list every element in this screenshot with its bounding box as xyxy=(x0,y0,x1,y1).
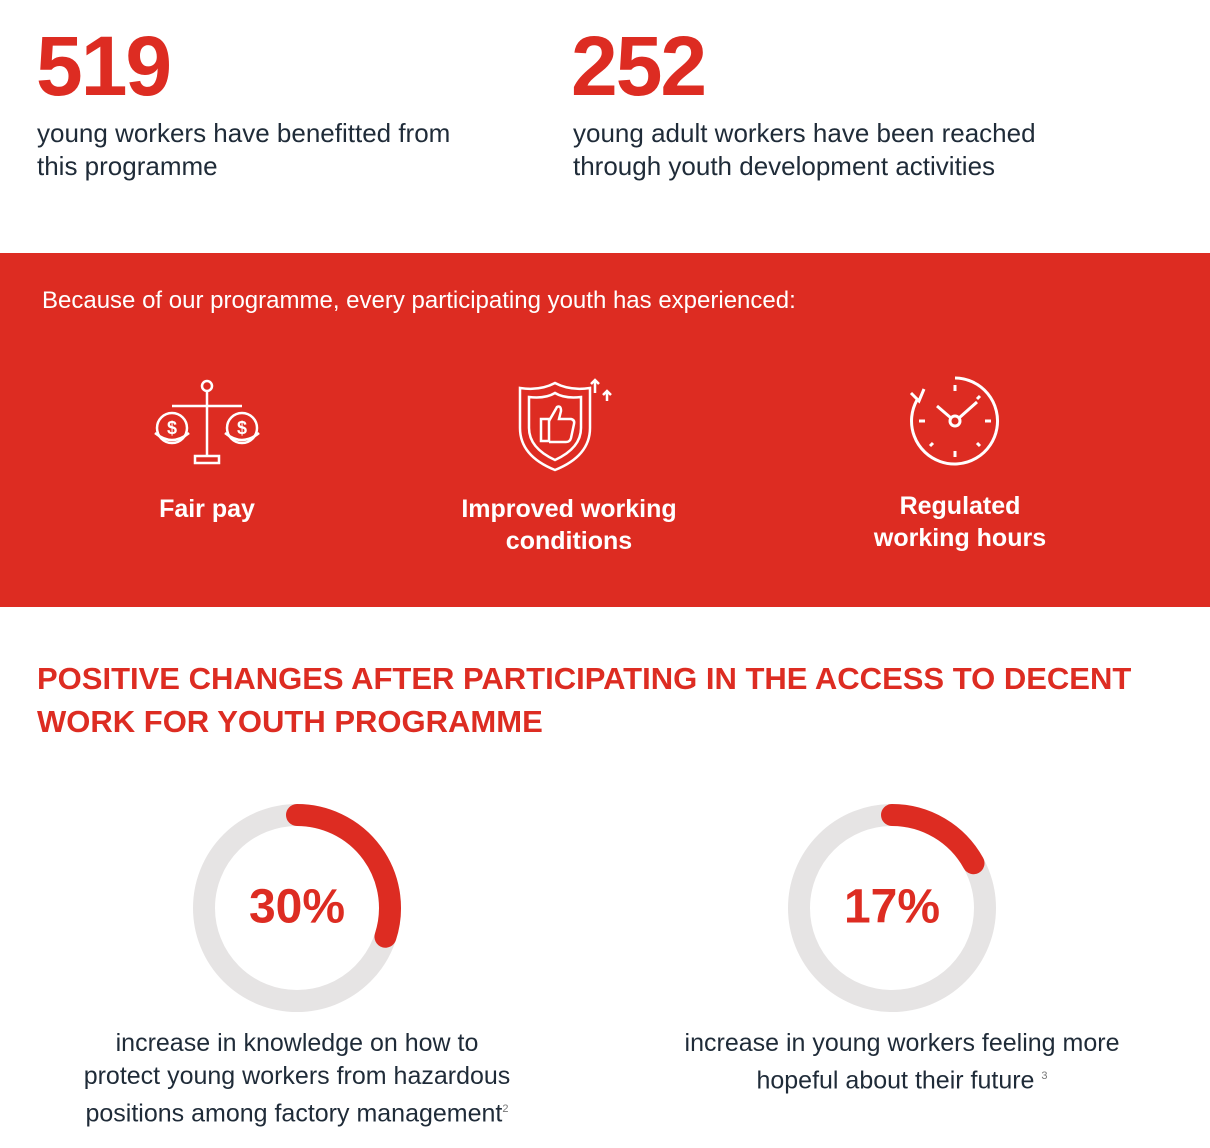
footnote-ref: 2 xyxy=(502,1103,509,1115)
donut-arc xyxy=(881,804,985,875)
text-line: Improved working xyxy=(461,495,677,523)
donut-charts: 30% 17% xyxy=(193,804,996,1012)
section-heading: POSITIVE CHANGES AFTER PARTICIPATING IN … xyxy=(37,657,1131,743)
text-line: young workers have benefitted from xyxy=(37,118,451,148)
text-line: increase in knowledge on how to xyxy=(115,1029,479,1057)
text-line: protect young workers from hazardous xyxy=(83,1062,511,1090)
shield-icon xyxy=(518,378,612,472)
text-line: Fair pay xyxy=(159,495,255,523)
text-line: Regulated xyxy=(899,492,1021,520)
donut-arc xyxy=(286,804,401,948)
text-line: WORK FOR YOUTH PROGRAMME xyxy=(37,704,543,739)
text-line: this programme xyxy=(37,151,218,181)
clock-icon xyxy=(909,376,999,466)
donut-value-label: 30% xyxy=(249,881,345,934)
text-line: positions among factory management xyxy=(85,1099,503,1128)
text-line: young adult workers have been reached xyxy=(573,118,1036,148)
text-line: working hours xyxy=(873,524,1047,552)
donut-value-label: 17% xyxy=(844,881,940,934)
band-intro: Because of our programme, every particip… xyxy=(42,287,796,314)
text-line: hopeful about their future 3 xyxy=(622,1060,1182,1097)
text-line: through youth development activities xyxy=(573,151,996,181)
stat-number: 519 xyxy=(36,19,172,113)
text-line: conditions xyxy=(505,527,633,555)
donut-caption: increase in knowledge on how to protect … xyxy=(17,1027,577,1130)
text-line: positions among factory management2 xyxy=(17,1093,577,1130)
stat-text: young workers have benefitted from this … xyxy=(37,117,450,183)
item-label: Improved working conditions xyxy=(409,493,729,557)
item-label: Regulated working hours xyxy=(800,490,1120,554)
stat-number: 252 xyxy=(571,19,707,113)
text-line: increase in young workers feeling more xyxy=(684,1029,1120,1057)
text-line: hopeful about their future xyxy=(756,1066,1035,1095)
item-label: Fair pay xyxy=(47,493,367,525)
text-line: POSITIVE CHANGES AFTER PARTICIPATING IN … xyxy=(37,661,1132,696)
footnote-ref: 3 xyxy=(1041,1070,1048,1082)
donut-caption: increase in young workers feeling more h… xyxy=(622,1027,1182,1097)
scale-icon: $ $ xyxy=(154,379,260,465)
highlight-band: Because of our programme, every particip… xyxy=(0,253,1210,607)
svg-text:$: $ xyxy=(167,418,177,438)
svg-text:$: $ xyxy=(237,418,247,438)
stat-text: young adult workers have been reached th… xyxy=(573,117,1036,183)
